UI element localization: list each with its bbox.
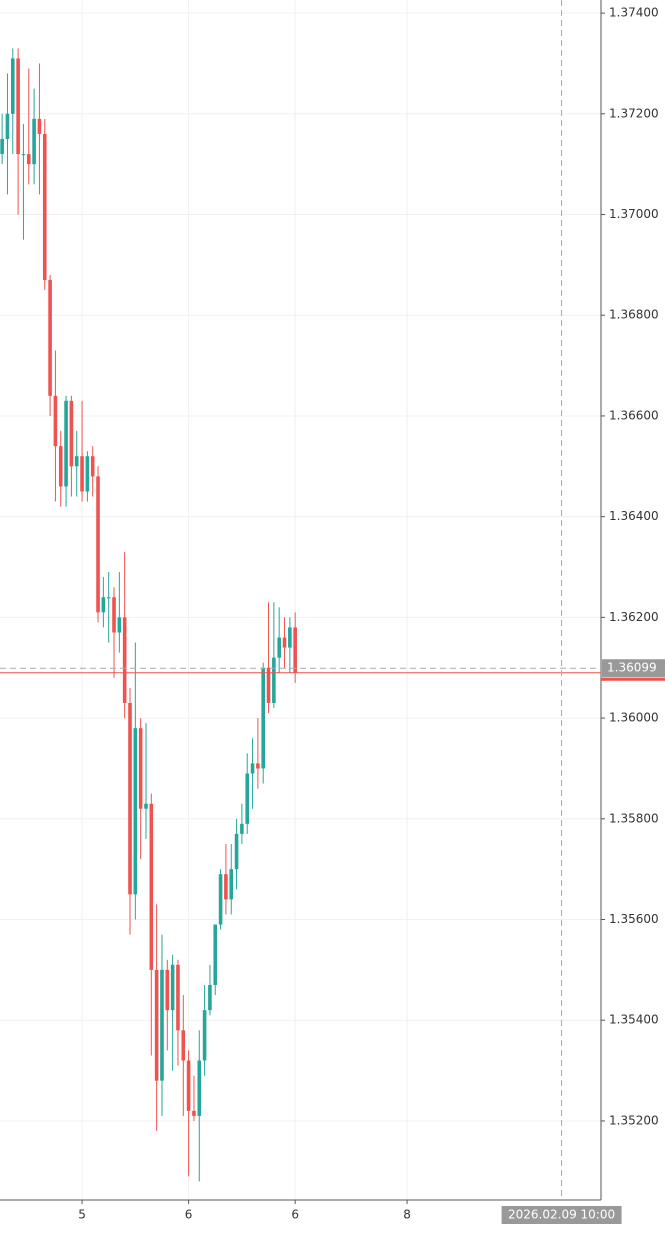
candle-body [277, 637, 281, 658]
candle-body [197, 1060, 202, 1116]
candle-body [160, 969, 164, 1081]
y-tick-label: 1.35200 [609, 1113, 659, 1127]
candle-body [208, 984, 212, 1011]
y-tick-label: 1.36400 [609, 509, 659, 523]
candle-body [192, 1110, 196, 1116]
candle-body [293, 627, 297, 673]
candle-body [112, 597, 116, 633]
candle-body [64, 400, 68, 487]
candle-body [154, 969, 159, 1081]
candle-body [224, 874, 228, 900]
y-tick-label: 1.37400 [609, 6, 659, 20]
candle-body [240, 823, 244, 834]
candle-body [90, 456, 95, 477]
x-tick-label: 5 [78, 1208, 86, 1222]
candle-body [74, 456, 79, 467]
y-tick-label: 1.35800 [609, 811, 659, 825]
candle-body [266, 667, 271, 703]
crosshair-y-label: 1.36099 [607, 661, 657, 675]
candle-body [53, 395, 58, 447]
candle-body [122, 617, 127, 703]
candle-body [85, 456, 90, 492]
candle-body [128, 702, 132, 895]
candle-body [181, 1030, 186, 1061]
candle-body [16, 58, 20, 155]
candle-body [5, 113, 10, 139]
candle-body [106, 597, 111, 599]
crosshair-x-label-bg [501, 1206, 622, 1224]
candle-body [117, 617, 122, 633]
candle-body [48, 279, 52, 396]
candle-body [213, 924, 218, 985]
y-tick-label: 1.36200 [609, 610, 659, 624]
candle-body [245, 773, 250, 824]
x-tick-label: 6 [291, 1208, 299, 1222]
crosshair-y-label-bg [602, 659, 665, 678]
x-tick-label: 6 [185, 1208, 193, 1222]
last-price-marker [601, 677, 665, 681]
y-tick-label: 1.36600 [609, 408, 659, 422]
candle-body [202, 1010, 207, 1061]
y-tick-label: 1.36800 [609, 308, 659, 322]
candle-body [96, 476, 100, 613]
candle-body [42, 133, 47, 280]
candle-body [58, 446, 63, 487]
y-tick-label: 1.36000 [609, 711, 659, 725]
candle-body [10, 58, 15, 114]
candle-body [272, 657, 276, 703]
candle-body [0, 138, 4, 155]
candle-body [144, 803, 148, 809]
candle-body [149, 803, 154, 970]
candle-body [32, 118, 36, 165]
candle-body [234, 833, 239, 870]
candle-body [229, 869, 234, 900]
candle-body [288, 627, 292, 648]
y-tick-label: 1.35600 [609, 912, 659, 926]
candle-body [218, 874, 223, 925]
candle-body [186, 1060, 191, 1111]
crosshair-x-label: 2026.02.09 10:00 [508, 1208, 615, 1222]
y-tick-label: 1.37200 [609, 106, 659, 120]
candle-body [261, 667, 266, 769]
x-tick-label: 8 [403, 1208, 411, 1222]
candle-body [170, 964, 175, 1011]
candle-body [250, 763, 255, 774]
candle-body [282, 637, 287, 648]
candle-body [138, 728, 143, 809]
candle-body [101, 597, 106, 613]
candle-body [176, 964, 180, 1031]
candle-body [37, 118, 42, 134]
candle-body [21, 154, 26, 156]
candle-body [133, 728, 138, 895]
candle-body [69, 400, 74, 467]
y-tick-label: 1.37000 [609, 207, 659, 221]
y-tick-label: 1.35400 [609, 1013, 659, 1027]
candle-body [165, 969, 170, 1011]
candle-body [26, 154, 31, 165]
candle-body [80, 456, 84, 492]
candle-body [256, 763, 260, 769]
